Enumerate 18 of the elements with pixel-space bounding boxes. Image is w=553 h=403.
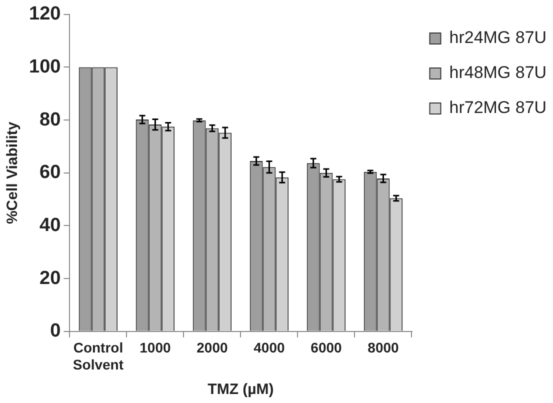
x-tick-label: Control Solvent — [72, 340, 124, 372]
y-tick-label: 40 — [40, 214, 61, 236]
x-tick-label: 8000 — [368, 340, 400, 356]
legend-label: hr48MG 87U — [449, 63, 547, 82]
x-tick-label: 6000 — [310, 340, 342, 356]
legend-label: hr24MG 87U — [449, 28, 547, 48]
y-tick-label: 20 — [40, 268, 61, 289]
legend-label: hr72MG 87U — [449, 98, 547, 118]
y-tick-label: 60 — [40, 162, 61, 184]
x-axis-title: TMZ (µM) — [208, 381, 274, 398]
y-tick-label: 0 — [50, 320, 61, 342]
x-tick-label: 2000 — [196, 340, 228, 356]
x-tick-label: 1000 — [140, 340, 171, 356]
y-tick-label: 100 — [29, 56, 61, 78]
y-tick-label: 80 — [40, 109, 61, 130]
x-tick-label: 4000 — [254, 340, 286, 356]
y-axis-title: %Cell Viability — [4, 121, 22, 224]
y-tick-label: 120 — [29, 4, 61, 25]
